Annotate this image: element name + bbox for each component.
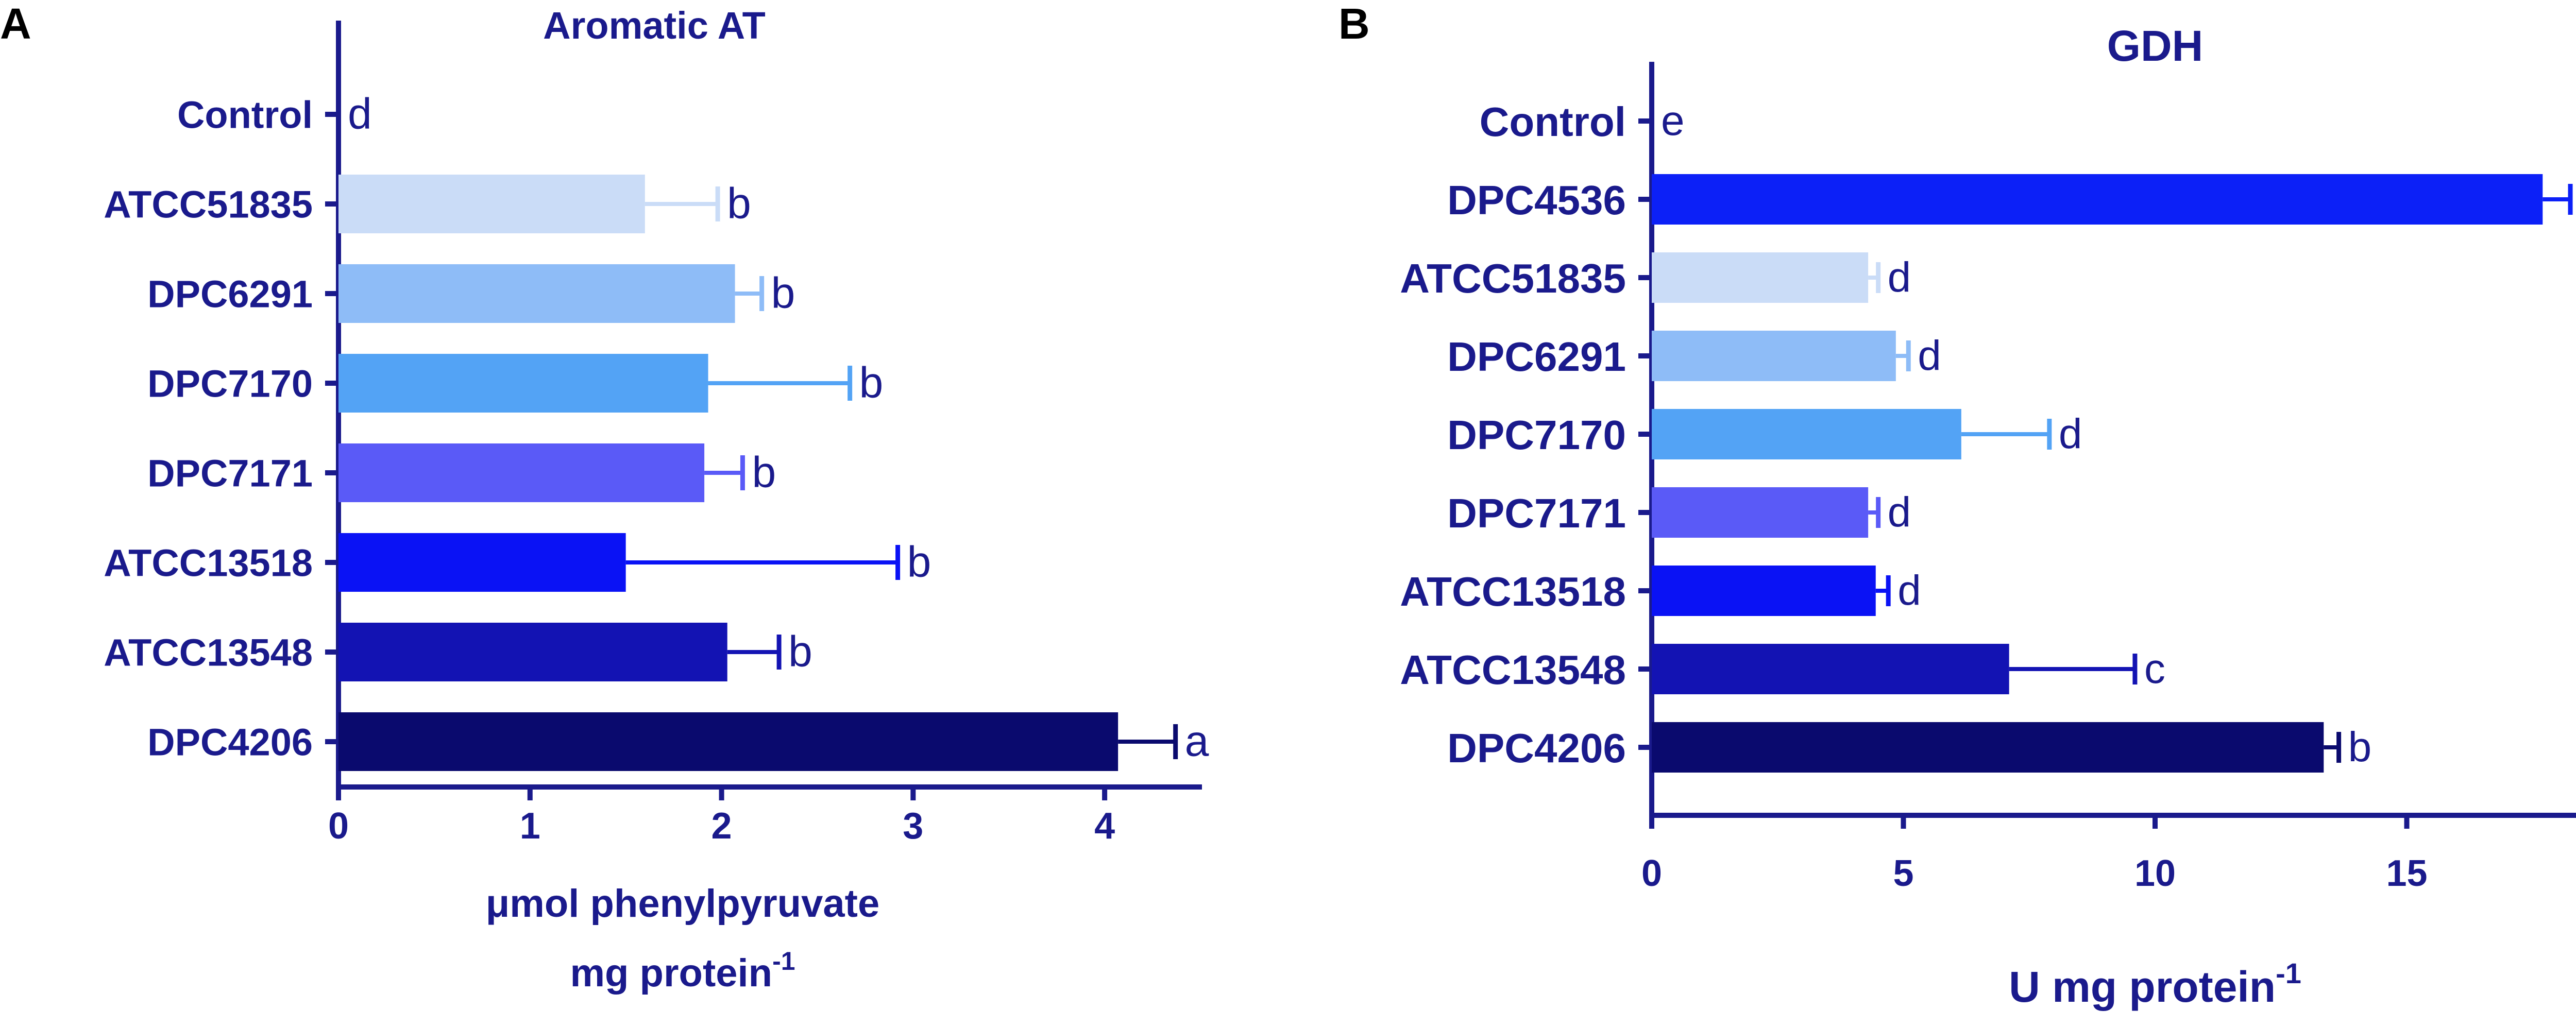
b-significance-letter: c [2144,645,2165,692]
a-bar [338,264,735,323]
b-bar [1652,644,2009,694]
panel-b-title: GDH [2107,22,2204,70]
b-bar [1652,566,1876,616]
a-bar [338,623,727,681]
a-x-tick-label: 1 [520,806,540,847]
a-x-tick-label: 3 [903,806,923,847]
a-significance-letter: d [348,90,372,138]
b-significance-letter: d [1897,567,1921,614]
panel-a-xlabel-superscript: -1 [772,947,795,975]
b-x-tick-label: 0 [1641,853,1662,894]
panel-b-label: B [1338,0,1370,48]
b-category-label: ATCC13548 [1400,647,1626,693]
a-bar [338,354,708,413]
a-category-label: DPC7170 [147,363,313,405]
b-category-label: ATCC13518 [1400,569,1626,614]
panel-a-xlabel-line2-main: mg protein [570,951,772,995]
b-significance-letter: d [1888,489,1911,536]
panel-a-label: A [0,0,31,48]
b-category-label: DPC6291 [1447,334,1626,380]
a-category-label: DPC6291 [147,273,313,316]
a-x-tick-label: 0 [328,806,349,847]
a-bar [338,533,626,592]
b-bar [1652,331,1896,381]
panel-a-xlabel-line2: mg protein-1 [570,947,795,995]
b-category-label: DPC4536 [1447,177,1626,223]
a-significance-letter: b [771,269,795,317]
b-bar [1652,174,2543,225]
a-category-label: ATCC51835 [104,183,313,226]
a-category-label: ATCC13548 [104,631,313,674]
b-significance-letter: e [1661,97,1685,144]
a-bar [338,712,1118,771]
b-bar [1652,252,1869,303]
b-category-label: DPC4206 [1447,725,1626,771]
b-category-label: DPC7171 [1447,490,1626,536]
a-bar [338,443,705,502]
b-bar [1652,409,1961,459]
b-significance-letter: b [2348,724,2372,771]
a-significance-letter: b [788,627,812,676]
b-significance-letter: d [1918,332,1941,379]
b-significance-letter: d [1888,254,1911,301]
b-category-label: Control [1480,99,1626,145]
b-category-label: DPC7170 [1447,412,1626,458]
a-category-label: DPC7171 [147,452,313,495]
b-x-tick-label: 5 [1893,853,1913,894]
a-significance-letter: b [907,538,931,586]
a-significance-letter: a [1185,717,1209,765]
panel-b-xlabel: U mg protein-1 [2009,957,2301,1011]
panel-b-chart: 05101520ControleDPC4536aATCC51835dDPC629… [1400,62,2576,894]
b-x-tick-label: 15 [2386,853,2427,894]
panel-a-chart: 0 1 2 3 4 Control d ATCC51835 b DPC6291 b DPC7170 b D… [104,21,1209,847]
a-significance-letter: b [727,179,751,228]
panel-b-xlabel-main: U mg protein [2009,963,2276,1011]
panel-b-xlabel-superscript: -1 [2276,957,2301,989]
b-significance-letter: d [2059,410,2082,457]
a-category-label: DPC4206 [147,721,313,764]
b-category-label: ATCC51835 [1400,255,1626,301]
b-x-tick-label: 10 [2134,853,2176,894]
a-significance-letter: b [752,448,776,497]
b-bar [1652,487,1869,538]
panel-a-xlabel-line1: μmol phenylpyruvate [486,882,879,926]
a-category-label: Control [177,94,313,136]
a-category-label: ATCC13518 [104,542,313,585]
panel-a-title: Aromatic AT [543,4,766,47]
a-x-tick-label: 4 [1094,806,1115,847]
a-x-tick-label: 2 [711,806,732,847]
a-bar [338,175,645,233]
a-significance-letter: b [859,358,884,407]
b-bar [1652,722,2324,773]
